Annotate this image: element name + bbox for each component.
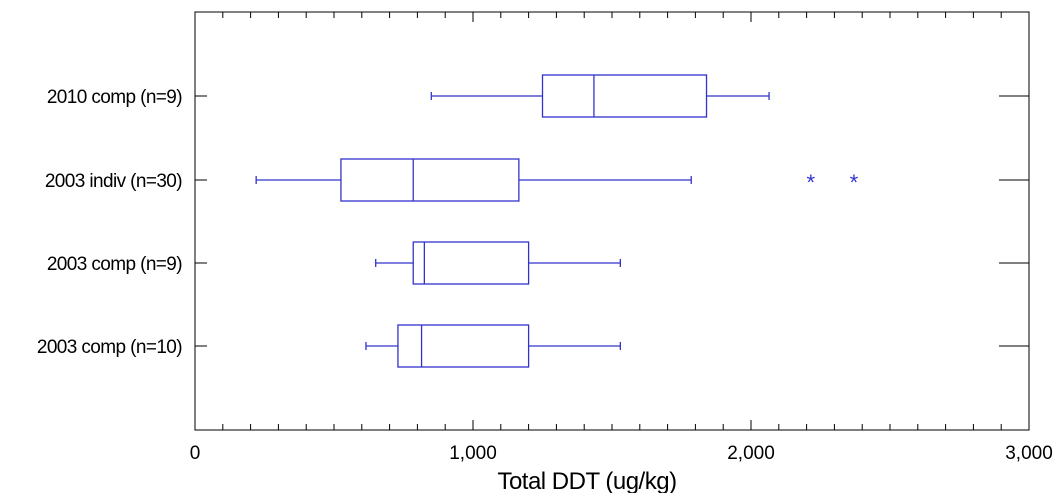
x-tick-label: 1,000: [449, 443, 497, 464]
x-axis-title: Total DDT (ug/kg): [497, 468, 676, 493]
category-labels: 2010 comp (n=9) 2003 indiv (n=30) 2003 com…: [37, 87, 183, 358]
box-group: * *: [255, 158, 859, 202]
outlier-marker: *: [806, 170, 815, 195]
x-axis: 0 1,000 2,000 3,000: [190, 443, 1053, 464]
category-label: 2003 indiv (n=30): [45, 171, 182, 192]
iqr-box: [397, 324, 530, 368]
box-group: [365, 324, 621, 368]
x-tick-label: 3,000: [1005, 443, 1053, 464]
outlier-marker: *: [850, 170, 859, 195]
box-group: [375, 241, 621, 285]
iqr-box: [340, 158, 520, 202]
iqr-box: [412, 241, 530, 285]
category-label: 2010 comp (n=9): [47, 87, 182, 108]
box-group: [430, 74, 770, 118]
iqr-box: [541, 74, 708, 118]
x-tick-label: 2,000: [727, 443, 775, 464]
category-label: 2003 comp (n=9): [47, 254, 182, 275]
category-label: 2003 comp (n=10): [37, 337, 182, 358]
plot-frame: [194, 11, 1030, 431]
x-tick-label: 0: [190, 443, 201, 464]
boxes: * *: [255, 74, 859, 368]
